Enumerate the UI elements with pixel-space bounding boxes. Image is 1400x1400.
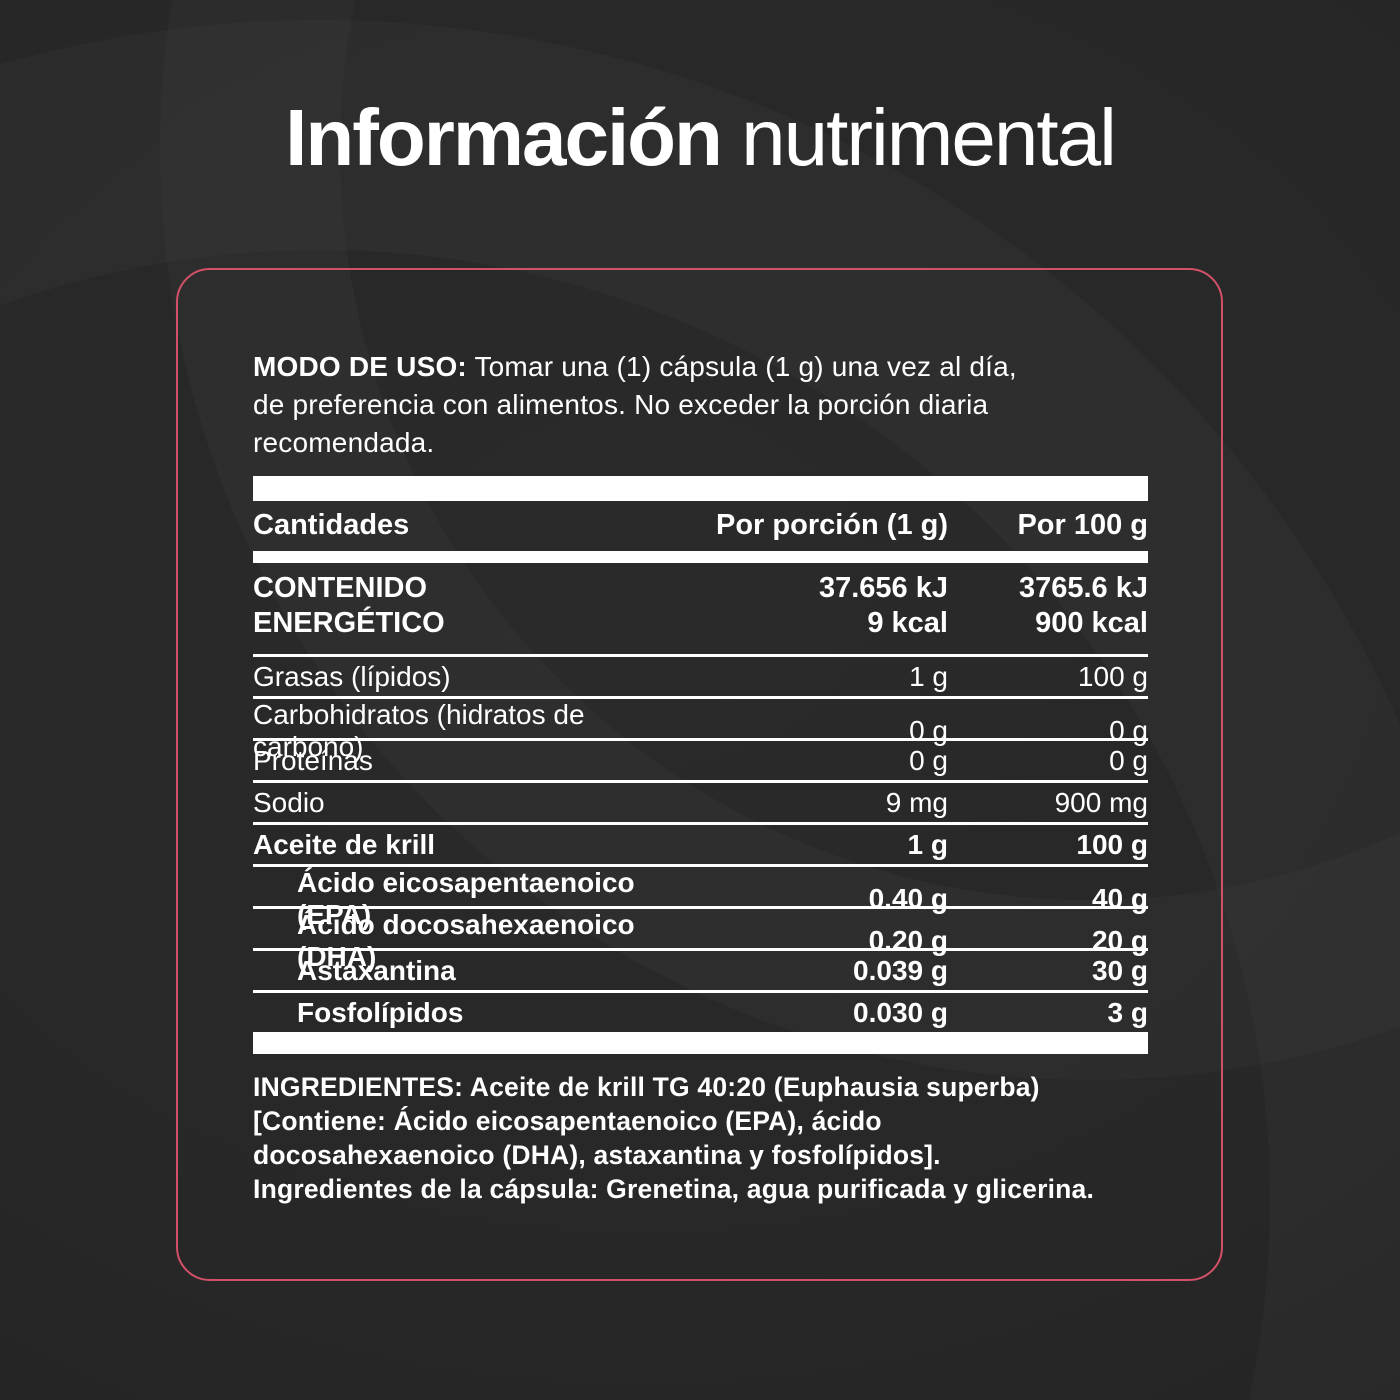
row-label: Fosfolípidos [297, 996, 464, 1028]
page-title-light: nutrimental [741, 93, 1117, 182]
table-row: Fosfolípidos 0.030 g 3 g [253, 990, 1148, 1032]
page-title-bold: Información [285, 93, 723, 182]
nutrition-table: Cantidades Por porción (1 g) Por 100 g C… [253, 476, 1148, 1054]
row-per-100g: 100 g [1076, 828, 1148, 860]
row-label: Proteínas [253, 744, 373, 776]
row-per-serving: 0.40 g [868, 883, 948, 914]
row-per-serving: 0.20 g [868, 925, 948, 956]
energy-row: CONTENIDO ENERGÉTICO 37.656 kJ 9 kcal 37… [253, 563, 1148, 654]
nutrition-panel: MODO DE USO: Tomar una (1) cápsula (1 g)… [176, 268, 1223, 1281]
table-row: Astaxantina 0.039 g 30 g [253, 948, 1148, 990]
table-row: Aceite de krill 1 g 100 g [253, 822, 1148, 864]
row-per-100g: 3 g [1107, 996, 1148, 1028]
header-col-amounts: Cantidades [253, 509, 410, 541]
table-rows: Grasas (lípidos) 1 g 100 g Carbohidratos… [253, 654, 1148, 1032]
header-col-per-100g: Por 100 g [1017, 509, 1148, 541]
energy-per-serving: 37.656 kJ 9 kcal [818, 572, 948, 639]
table-row: Proteínas 0 g 0 g [253, 738, 1148, 780]
row-label: Ácido docosahexaenoico (DHA) [297, 909, 635, 972]
row-per-serving: 0 g [909, 744, 948, 776]
row-per-serving: 1 g [909, 660, 948, 692]
row-per-100g: 20 g [1091, 925, 1148, 956]
row-per-100g: 30 g [1091, 954, 1148, 986]
energy-label: CONTENIDO ENERGÉTICO [253, 572, 445, 639]
table-row: Grasas (lípidos) 1 g 100 g [253, 654, 1148, 696]
row-per-serving: 1 g [907, 828, 948, 860]
table-header-row: Cantidades Por porción (1 g) Por 100 g [253, 501, 1148, 551]
table-row: Carbohidratos (hidratos de carbono) 0 g … [253, 696, 1148, 762]
header-divider-bar [253, 551, 1148, 563]
usage-text: Tomar una (1) cápsula (1 g) una vez al d… [253, 351, 1017, 458]
row-per-serving: 0.039 g [853, 954, 948, 986]
row-per-100g: 100 g [1077, 660, 1148, 692]
row-per-serving: 9 mg [885, 786, 948, 818]
header-col-per-serving: Por porción (1 g) [716, 509, 948, 541]
row-label: Grasas (lípidos) [253, 660, 451, 692]
row-per-100g: 900 mg [1054, 786, 1148, 818]
row-per-100g: 0 g [1109, 715, 1148, 746]
table-row: Ácido docosahexaenoico (DHA) 0.20 g 20 g [253, 906, 1148, 972]
usage-paragraph: MODO DE USO: Tomar una (1) cápsula (1 g)… [253, 348, 1148, 462]
table-row: Ácido eicosapentaenoico (EPA) 0.40 g 40 … [253, 864, 1148, 930]
table-row: Sodio 9 mg 900 mg [253, 780, 1148, 822]
row-per-serving: 0.030 g [853, 996, 948, 1028]
usage-label: MODO DE USO: [253, 351, 467, 382]
row-per-serving: 0 g [909, 715, 948, 746]
row-label: Astaxantina [297, 954, 456, 986]
table-top-bar [253, 476, 1148, 501]
row-per-100g: 40 g [1091, 883, 1148, 914]
table-bottom-bar [253, 1032, 1148, 1054]
row-label: Aceite de krill [253, 828, 436, 860]
energy-per-100g: 3765.6 kJ 900 kcal [1018, 572, 1148, 639]
row-label: Sodio [253, 786, 325, 818]
row-per-100g: 0 g [1109, 744, 1148, 776]
row-label: Ácido eicosapentaenoico (EPA) [297, 867, 635, 930]
row-label: Carbohidratos (hidratos de carbono) [253, 699, 585, 762]
page-title: Información nutrimental [0, 96, 1400, 180]
ingredients-paragraph: INGREDIENTES: Aceite de krill TG 40:20 (… [253, 1072, 1095, 1204]
